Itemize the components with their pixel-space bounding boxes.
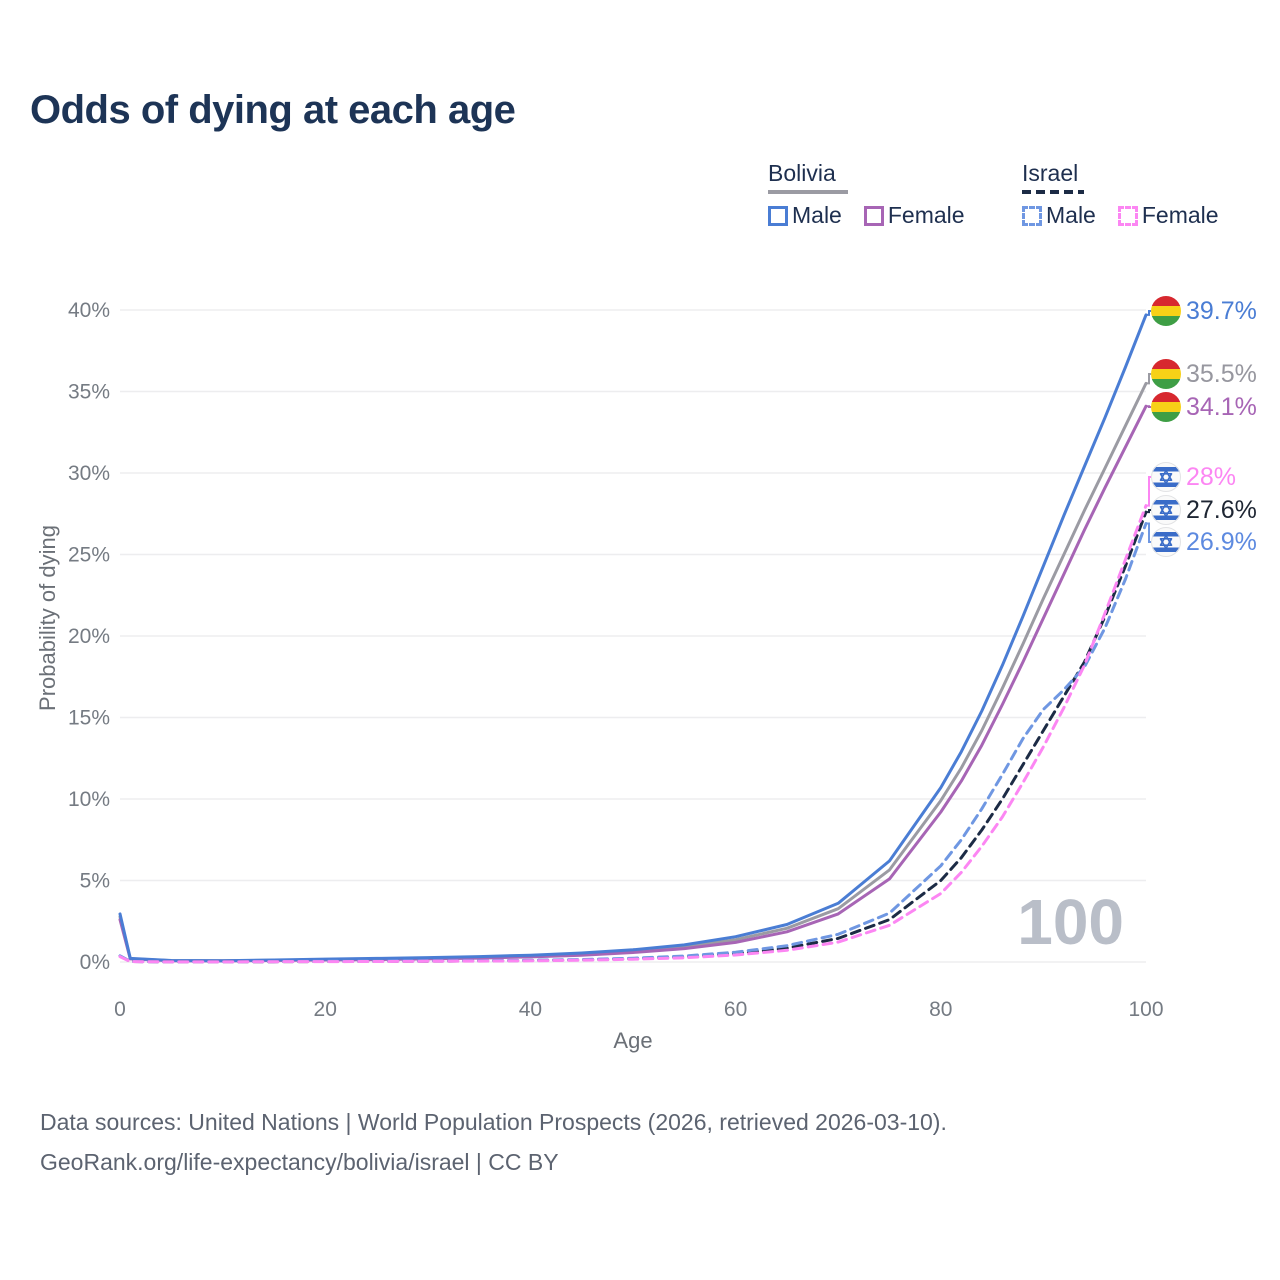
series-line-israel-both[interactable] <box>118 510 1148 964</box>
series-end-label-israel-female: 28% <box>1186 463 1236 491</box>
end-label-leader <box>1146 476 1151 507</box>
y-tick-label: 25% <box>68 544 110 567</box>
end-label-leader <box>1146 310 1151 316</box>
series-end-label-bolivia-female: 34.1% <box>1186 393 1257 421</box>
bolivia-flag-icon <box>1151 296 1181 326</box>
series-line-israel-male[interactable] <box>118 522 1148 964</box>
legend-item-israel-male[interactable]: Male <box>1022 202 1096 229</box>
bolivia-flag-icon <box>1151 359 1181 389</box>
legend-item-label: Male <box>792 202 842 228</box>
hover-age-indicator: 100 <box>1017 886 1124 958</box>
legend-item-bolivia-male[interactable]: Male <box>768 202 842 229</box>
legend-country-linestyle-bolivia <box>768 190 848 194</box>
y-tick-label: 30% <box>68 462 110 485</box>
legend-country-label-bolivia[interactable]: Bolivia <box>768 160 836 186</box>
legend-group-israel: Israel Male Female <box>1022 160 1219 229</box>
x-tick-label: 40 <box>519 998 542 1021</box>
series-line-israel-female[interactable] <box>118 504 1148 964</box>
legend-row-bolivia: Male Female <box>768 202 965 229</box>
x-tick-label: 60 <box>724 998 747 1021</box>
israel-flag-icon <box>1151 527 1181 557</box>
legend-swatch-israel-female <box>1117 205 1138 226</box>
flag-ring <box>1151 462 1181 492</box>
y-tick-label: 5% <box>80 870 110 893</box>
y-tick-label: 40% <box>68 299 110 322</box>
end-label-leader <box>1146 522 1151 543</box>
legend-item-israel-female[interactable]: Female <box>1117 202 1219 229</box>
y-tick-label: 0% <box>80 951 110 974</box>
bolivia-flag-icon <box>1151 392 1181 422</box>
y-tick-label: 10% <box>68 788 110 811</box>
page-title: Odds of dying at each age <box>30 88 516 132</box>
series-line-bolivia-both[interactable] <box>118 381 1148 963</box>
israel-flag-icon <box>1151 462 1181 492</box>
footer-sources: Data sources: United Nations | World Pop… <box>40 1109 947 1135</box>
x-tick-label: 0 <box>114 998 126 1021</box>
legend-item-label: Female <box>887 202 965 228</box>
series-line-bolivia-male[interactable] <box>118 313 1148 963</box>
legend-swatch-bolivia-female <box>863 205 884 226</box>
legend-item-label: Male <box>1046 202 1096 228</box>
flag-ring <box>1151 495 1181 525</box>
legend-item-bolivia-female[interactable]: Female <box>863 202 965 229</box>
legend-country-linestyle-israel <box>1022 190 1084 194</box>
end-label-leader <box>1146 405 1151 408</box>
x-tick-label: 20 <box>314 998 337 1021</box>
x-tick-label: 100 <box>1128 998 1163 1021</box>
y-tick-label: 35% <box>68 381 110 404</box>
legend-group-bolivia: Bolivia Male Female <box>768 160 965 229</box>
end-label-leader <box>1146 509 1151 514</box>
x-axis-title: Age <box>613 1028 652 1053</box>
legend-swatch-israel-male <box>1022 205 1042 226</box>
series-end-label-israel-male: 26.9% <box>1186 528 1257 556</box>
legend-swatch-bolivia-male <box>768 205 788 226</box>
flag-ring <box>1151 527 1181 557</box>
footer: Data sources: United Nations | World Pop… <box>40 1102 947 1182</box>
series-end-label-bolivia-male: 39.7% <box>1186 297 1257 325</box>
series-line-bolivia-female[interactable] <box>118 404 1148 963</box>
y-tick-label: 20% <box>68 625 110 648</box>
israel-flag-icon <box>1151 495 1181 525</box>
series-end-label-bolivia-both: 35.5% <box>1186 360 1257 388</box>
x-tick-label: 80 <box>929 998 952 1021</box>
legend-item-label: Female <box>1141 202 1219 228</box>
y-tick-label: 15% <box>68 707 110 730</box>
y-axis-title: Probability of dying <box>35 525 60 711</box>
series-end-label-israel-both: 27.6% <box>1186 496 1257 524</box>
legend-row-israel: Male Female <box>1022 202 1219 229</box>
footer-attribution: GeoRank.org/life-expectancy/bolivia/isra… <box>40 1149 559 1175</box>
end-label-leader <box>1146 373 1151 385</box>
legend-country-label-israel[interactable]: Israel <box>1022 160 1079 186</box>
